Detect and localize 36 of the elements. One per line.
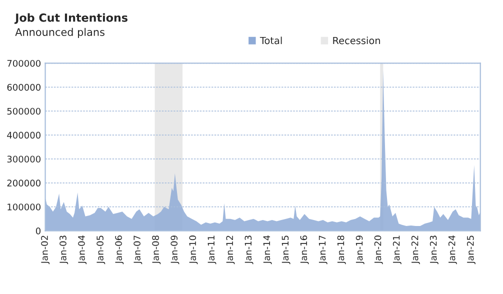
x-tick-label: Jan-02 [41,236,50,264]
x-tick-label: Jan-20 [374,236,383,264]
x-tick-label: Jan-05 [96,236,106,264]
y-tick-label: 0 [36,228,41,234]
x-tick-label: Jan-08 [152,236,161,264]
chart-title: Job Cut Intentions [14,13,128,24]
legend-label: Recession [333,36,380,44]
x-tick-label: Jan-13 [244,236,254,264]
x-tick-label: Jan-11 [208,236,216,264]
x-tick-label: Jan-14 [263,235,272,264]
y-tick-label: 400000 [7,132,41,139]
y-tick-label: 700000 [7,60,41,67]
x-tick-label: Jan-09 [170,236,180,264]
x-tick-label: Jan-15 [282,236,290,264]
x-tick-label: Jan-10 [189,236,198,264]
y-tick-label: 100000 [8,204,41,210]
x-tick-label: Jan-25 [466,236,476,264]
y-tick-label: 500000 [7,108,41,115]
x-tick-label: Jan-21 [392,236,402,264]
y-tick-label: 200000 [7,180,41,186]
x-tick-label: Jan-16 [300,236,309,264]
x-tick-label: Jan-03 [60,236,68,264]
y-tick-label: 600000 [7,84,41,91]
x-tick-label: Jan-22 [411,236,420,264]
x-tick-label: Jan-18 [337,236,346,264]
x-tick-label: Jan-19 [356,236,364,264]
x-tick-label: Jan-12 [226,236,235,264]
legend-label: Total [260,36,282,44]
x-tick-label: Jan-04 [78,235,87,264]
x-tick-label: Jan-23 [430,236,438,264]
x-tick-label: Jan-07 [134,236,142,264]
chart-subtitle: Announced plans [15,28,104,38]
x-tick-label: Jan-06 [115,236,124,264]
x-tick-label: Jan-24 [448,235,457,264]
y-tick-label: 300000 [7,156,41,163]
x-tick-label: Jan-17 [318,236,328,264]
